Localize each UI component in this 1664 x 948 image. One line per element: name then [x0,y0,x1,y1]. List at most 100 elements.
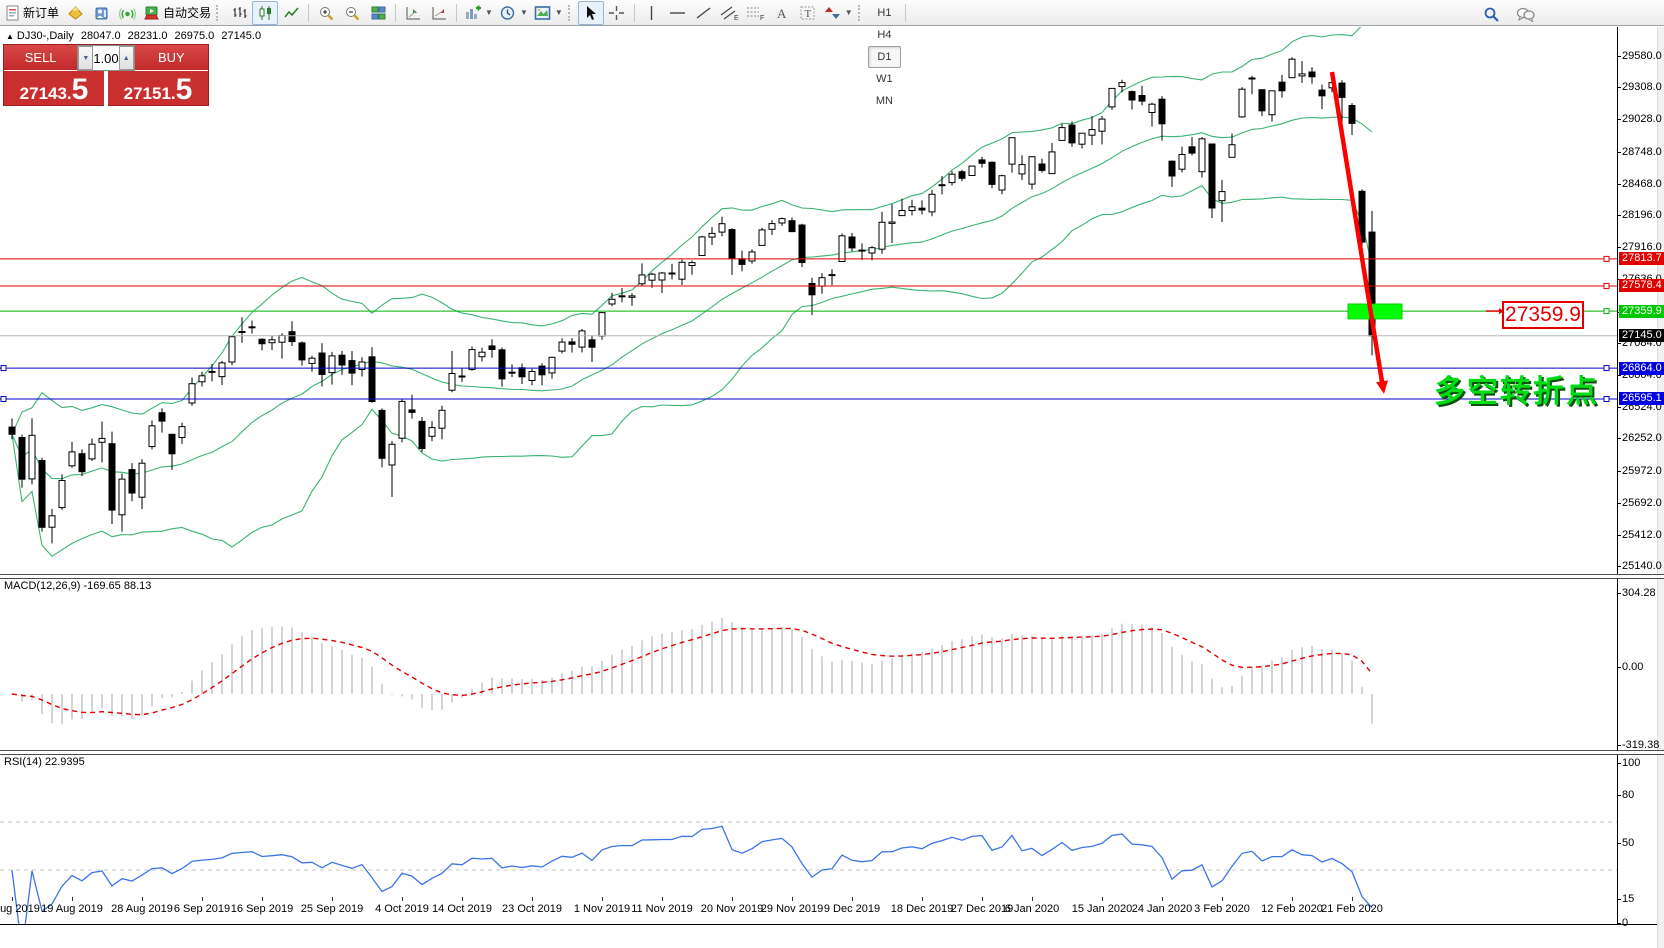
svg-text:E: E [734,15,739,21]
line-chart-button[interactable] [278,1,304,25]
time-tick-mark [1352,897,1353,901]
timeframe-d1-button[interactable]: D1 [867,45,902,68]
chart-autoscroll-button[interactable] [426,1,452,25]
new-order-button[interactable]: 新订单 [2,1,62,25]
time-tick-mark [262,897,263,901]
rsi-tick-label: 50 [1622,837,1635,849]
period-button[interactable]: ▼ [496,1,531,25]
buy-button[interactable]: BUY [134,45,209,71]
crosshair-button[interactable] [604,1,630,25]
macd-pane[interactable] [0,578,1620,750]
tile-windows-button[interactable] [365,1,391,25]
timeframe-mn-button[interactable]: MN [875,94,893,107]
right-scrollbar[interactable] [1657,27,1664,948]
price-tick-mark [1617,342,1621,344]
bollinger-bands [11,27,1373,558]
time-tick-label: 15 Jan 2020 [1071,903,1133,915]
time-tick-label: 29 Nov 2019 [760,903,824,915]
toolbar-separator [456,3,458,22]
search-button[interactable] [1478,2,1504,26]
timeframe-group: M1M5M15M30H1H4D1W1MN [867,0,902,112]
price-tick-mark [1617,374,1621,376]
price-tick-mark [1617,247,1621,249]
time-tick-label: 1 Nov 2019 [573,903,631,915]
candlestick-chart-button[interactable] [252,0,279,25]
template-button[interactable]: ▼ [531,1,566,25]
ohlc-high: 28231.0 [127,30,168,42]
timeframe-h1-button[interactable]: H1 [877,6,892,19]
horizontal-line-button[interactable] [665,1,691,25]
pane-separator[interactable] [0,750,1664,755]
zoom-out-button[interactable] [339,1,365,25]
chat-button[interactable] [1512,2,1538,26]
add-indicator-button[interactable]: ▼ [461,1,496,25]
time-tick-mark [1102,897,1103,901]
horizontal-lines [0,255,1617,402]
macd-signal-line [11,627,1373,716]
signal-button[interactable] [114,1,140,25]
cursor-button[interactable] [577,0,604,25]
time-tick-label: 3 Feb 2020 [1194,903,1250,915]
price-line-label: 26595.1 [1619,392,1664,406]
buy-price[interactable]: 27151. 5 [123,73,193,106]
new-order-icon [6,5,19,20]
horizontal-line-icon [670,11,686,14]
price-level-callout[interactable]: 27359.9 [1502,301,1584,329]
volume-value[interactable]: 1.00 [93,50,119,66]
auto-trading-icon [144,6,159,19]
one-click-trading-panel: SELL ▼ 1.00 ▲ BUY 27143. 5 27151. 5 [3,44,209,106]
pane-separator[interactable] [0,574,1664,579]
arrows-button[interactable]: ▼ [821,1,856,25]
time-tick-label: 9 Aug 2019 [0,903,40,915]
chart-shift-button[interactable] [400,1,426,25]
sell-price[interactable]: 27143. 5 [19,73,89,106]
rsi-tick-label: 15 [1622,893,1635,905]
main-chart-pane[interactable] [0,27,1620,574]
time-tick-mark [1222,897,1223,901]
volume-control: ▼ 1.00 ▲ [77,45,135,71]
time-tick-label: 4 Oct 2019 [375,903,429,915]
gold-button[interactable] [62,1,88,25]
ohlc-close: 27145.0 [221,30,262,42]
price-tick-mark [1617,183,1621,185]
toolbar-grip [857,4,864,21]
price-tick-mark [1617,214,1621,216]
rsi-pane[interactable] [0,754,1620,924]
macd-tick-label: 0.00 [1622,661,1644,673]
text-label-button[interactable]: T [795,1,821,25]
volume-down-button[interactable]: ▼ [78,46,94,70]
fibonacci-button[interactable]: F [743,1,769,25]
vertical-line-button[interactable] [639,1,665,25]
toolbar-grip [567,4,574,21]
zoom-in-button[interactable] [313,1,339,25]
time-tick-label: 23 Oct 2019 [502,903,562,915]
text-button[interactable]: A [769,1,795,25]
dropdown-caret-icon: ▼ [519,8,528,17]
bar-chart-button[interactable] [226,1,252,25]
zoom-out-icon [345,6,359,20]
market-watch-icon [95,7,108,19]
time-tick-mark [462,897,463,901]
price-tick-mark [1617,438,1621,440]
volume-up-button[interactable]: ▲ [118,46,134,70]
market-watch-button[interactable] [88,1,114,25]
sell-button[interactable]: SELL [4,45,78,71]
time-tick-mark [662,897,663,901]
time-tick-label: 27 Dec 2019 [950,903,1014,915]
channel-button[interactable]: E [717,1,743,25]
time-tick-mark [12,897,13,901]
time-tick-mark [852,897,853,901]
trendline-button[interactable] [691,1,717,25]
price-tick-mark [1617,119,1621,121]
toolbar-separator [395,3,397,22]
price-line-label: 27145.0 [1619,329,1664,343]
timeframe-w1-button[interactable]: W1 [876,72,893,85]
chart-region: ▲ DJ30-,Daily 28047.0 28231.0 26975.0 271… [0,27,1664,948]
auto-trading-button[interactable]: 自动交易 [140,1,214,25]
toolbar-separator [633,3,635,22]
clock-icon [500,5,515,20]
rsi-tick-mark [1617,843,1621,844]
timeframe-h4-button[interactable]: H4 [877,28,892,41]
text-icon: A [777,6,787,21]
trendline-icon [696,6,711,19]
